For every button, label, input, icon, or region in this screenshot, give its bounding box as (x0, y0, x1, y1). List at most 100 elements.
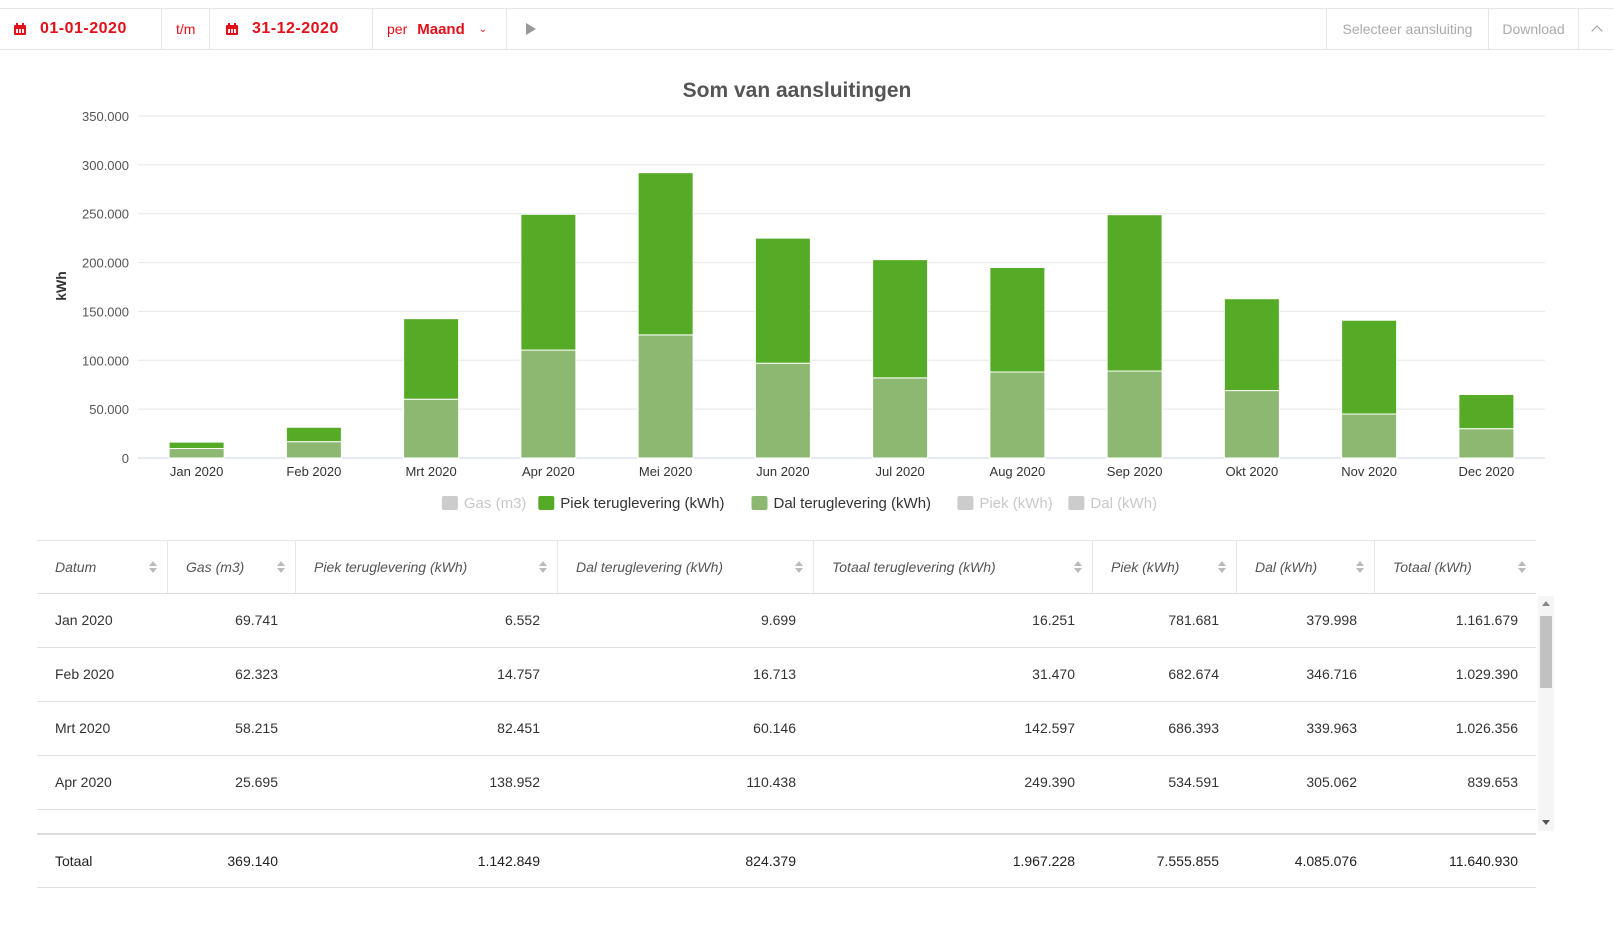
legend-item[interactable]: Piek teruglevering (kWh) (538, 495, 725, 512)
sort-icon[interactable] (277, 561, 285, 573)
bar-segment (285, 441, 342, 459)
column-header[interactable]: Totaal teruglevering (kWh) (814, 541, 1093, 593)
bar-segment (1223, 298, 1280, 392)
y-tick-label: 250.000 (82, 207, 129, 222)
x-tick-label: Dec 2020 (1459, 464, 1515, 479)
bar-segment (403, 318, 460, 400)
calendar-icon (14, 23, 26, 35)
calendar-icon (226, 23, 238, 35)
table-row[interactable]: Jan 2020 69.741 6.552 9.699 16.251 781.681 379… (37, 594, 1536, 648)
play-button[interactable] (507, 9, 555, 49)
legend-swatch (1068, 496, 1085, 510)
column-header-label: Datum (55, 559, 97, 575)
table-cell: 69.741 (235, 612, 278, 628)
play-icon (526, 23, 536, 35)
column-header[interactable]: Piek (kWh) (1093, 541, 1237, 593)
column-header-label: Gas (m3) (186, 559, 245, 575)
table-cell: 824.379 (745, 853, 796, 869)
legend-label: Dal (kWh) (1090, 495, 1157, 512)
x-tick-label: Mei 2020 (639, 464, 692, 479)
chart-title: Som van aansluitingen (683, 79, 912, 102)
table-cell: 9.699 (760, 612, 796, 628)
table-cell: 534.591 (1168, 774, 1219, 790)
per-label: per (387, 21, 408, 37)
sort-icon[interactable] (795, 561, 803, 573)
bar-segment (1458, 428, 1515, 459)
bar-segment (1458, 393, 1515, 430)
legend-label: Gas (m3) (464, 495, 527, 512)
sort-icon[interactable] (1356, 561, 1364, 573)
x-tick-label: Jun 2020 (756, 464, 810, 479)
legend-swatch (957, 496, 974, 510)
column-header[interactable]: Piek teruglevering (kWh) (296, 541, 558, 593)
column-header[interactable]: Totaal (kWh) (1375, 541, 1536, 593)
tm-label: t/m (162, 9, 210, 49)
y-tick-label: 300.000 (82, 158, 129, 173)
table-scrollbar[interactable] (1538, 596, 1554, 831)
table-cell: 1.029.390 (1455, 666, 1518, 682)
table-cell: 16.713 (753, 666, 796, 682)
bar-segment (1106, 370, 1163, 459)
column-header[interactable]: Dal teruglevering (kWh) (558, 541, 814, 593)
bar-segment (520, 349, 577, 459)
table-cell: 110.438 (746, 774, 796, 790)
select-connection-button[interactable]: Selecteer aansluiting (1326, 9, 1488, 49)
x-tick-label: Mrt 2020 (405, 464, 456, 479)
table-cell: 339.963 (1306, 720, 1357, 736)
column-header[interactable]: Dal (kWh) (1237, 541, 1375, 593)
table-cell: Apr 2020 (55, 774, 112, 790)
table-cell: 6.552 (504, 612, 540, 628)
scroll-down-icon[interactable] (1542, 820, 1550, 825)
table-cell: 249.390 (1024, 774, 1075, 790)
table-row[interactable]: Feb 2020 62.323 14.757 16.713 31.470 682.674 3… (37, 648, 1536, 702)
column-header[interactable]: Gas (m3) (168, 541, 296, 593)
period-select[interactable]: per Maand ⌄ (373, 9, 507, 49)
sort-icon[interactable] (1218, 561, 1226, 573)
start-date-picker[interactable]: 01-01-2020 (0, 9, 162, 49)
table-cell: 142.597 (1024, 720, 1075, 736)
column-header[interactable]: Datum (37, 541, 168, 593)
select-connection-label: Selecteer aansluiting (1342, 21, 1473, 37)
bar-segment (168, 448, 225, 459)
table-cell: 31.470 (1032, 666, 1075, 682)
bar-segment (403, 398, 460, 459)
table-footer: Totaal 369.140 1.142.849 824.379 1.967.228 7.… (37, 833, 1536, 888)
table-row[interactable]: Apr 2020 25.695 138.952 110.438 249.390 534.5… (37, 756, 1536, 810)
download-button[interactable]: Download (1488, 9, 1578, 49)
table-cell: Mrt 2020 (55, 720, 111, 736)
sort-icon[interactable] (1074, 561, 1082, 573)
bar-segment (1341, 413, 1398, 459)
table-cell: 369.140 (227, 853, 278, 869)
start-date-value: 01-01-2020 (40, 20, 127, 37)
x-tick-label: Feb 2020 (286, 464, 341, 479)
legend-item[interactable]: Gas (m3) (441, 495, 527, 512)
sort-icon[interactable] (539, 561, 547, 573)
sort-icon[interactable] (1518, 561, 1526, 573)
collapse-button[interactable] (1578, 9, 1614, 49)
chart-legend: Gas (m3) Piek teruglevering (kWh) Dal teru… (441, 495, 1157, 512)
end-date-picker[interactable]: 31-12-2020 (210, 9, 373, 49)
legend-item[interactable]: Dal (kWh) (1068, 495, 1157, 512)
bar-segment (872, 377, 929, 459)
x-tick-label: Apr 2020 (522, 464, 575, 479)
column-header-label: Totaal teruglevering (kWh) (832, 559, 996, 575)
bar-segment (872, 259, 929, 379)
legend-item[interactable]: Dal teruglevering (kWh) (751, 495, 932, 512)
y-tick-label: 0 (122, 451, 129, 466)
legend-swatch (441, 496, 458, 510)
y-tick-label: 150.000 (82, 304, 129, 319)
x-tick-label: Okt 2020 (1225, 464, 1278, 479)
legend-item[interactable]: Piek (kWh) (957, 495, 1053, 512)
y-tick-label: 50.000 (89, 402, 129, 417)
scroll-thumb[interactable] (1540, 616, 1552, 688)
table-cell: 379.998 (1306, 612, 1357, 628)
scroll-up-icon[interactable] (1542, 601, 1550, 606)
chevron-down-icon: ⌄ (478, 23, 488, 35)
table-row[interactable]: Mrt 2020 58.215 82.451 60.146 142.597 686.393… (37, 702, 1536, 756)
table-cell: 7.555.855 (1156, 853, 1219, 869)
bar-chart: Som van aansluitingen kWh 0 50.000 100.000… (53, 79, 1545, 512)
sort-icon[interactable] (149, 561, 157, 573)
y-tick-label: 350.000 (82, 109, 129, 124)
table-cell: 82.451 (497, 720, 540, 736)
table-cell: 58.215 (235, 720, 278, 736)
